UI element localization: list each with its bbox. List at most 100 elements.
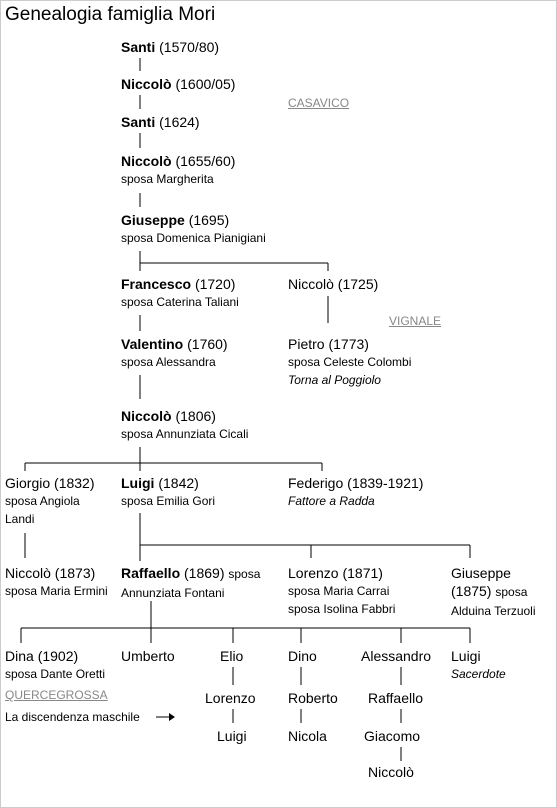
person-name: Giuseppe (121, 212, 185, 228)
person: Dino (288, 647, 317, 665)
person-name: Luigi (451, 648, 481, 664)
person-dates: (1760) (187, 336, 228, 352)
person-note: Torna al Poggiolo (288, 373, 381, 387)
person: Luigi (217, 727, 247, 745)
person-dates: (1570/80) (159, 39, 220, 55)
person-name: Niccolò (121, 153, 172, 169)
person: Dina (1902) sposa Dante Oretti (5, 647, 105, 683)
spouse: sposa Celeste Colombi (288, 355, 412, 369)
spouse: sposa Domenica Pianigiani (121, 231, 266, 245)
person: Niccolò (1725) (288, 275, 378, 293)
person: Lorenzo (1871) sposa Maria Carrai sposa Is… (288, 564, 395, 618)
person-name: Niccolò (121, 408, 172, 424)
person-dates: (1873) (54, 565, 96, 581)
link-quercegrossa[interactable]: QUERCEGROSSA (5, 688, 108, 702)
spouse: sposa Maria Carrai (288, 584, 390, 598)
person: Niccolò (1600/05) (121, 75, 235, 93)
person-name: Federigo (288, 475, 344, 491)
person-dates: (1902) (37, 648, 79, 664)
person: Luigi (1842) sposa Emilia Gori (121, 474, 215, 510)
person: Umberto (121, 647, 175, 665)
spouse: sposa Angiola Landi (5, 494, 80, 526)
person-name: Nicola (288, 728, 327, 744)
person: Alessandro (361, 647, 431, 665)
spouse: sposa Annunziata Fontani (121, 567, 261, 600)
spouse: sposa Annunziata Cicali (121, 427, 249, 441)
person: Raffaello (368, 689, 423, 707)
person-name: Valentino (121, 336, 184, 352)
person: Niccolò (1873) sposa Maria Ermini (5, 564, 110, 600)
person-name: Roberto (288, 690, 338, 706)
person-name: Dino (288, 648, 317, 664)
person-name: Niccolò (368, 764, 414, 780)
person: Raffaello (1869) sposa Annunziata Fontan… (121, 564, 283, 602)
person: Giacomo (364, 727, 420, 745)
person: Lorenzo (205, 689, 256, 707)
person-dates: (1871) (342, 565, 383, 581)
person-dates: (1806) (175, 408, 216, 424)
person-name: Giorgio (5, 475, 51, 491)
person-name: Umberto (121, 648, 175, 664)
spouse: sposa Maria Ermini (5, 584, 108, 598)
person-name: Giuseppe (451, 565, 511, 581)
person-name: Raffaello (121, 565, 181, 581)
person-dates: (1600/05) (175, 76, 236, 92)
person-name: Alessandro (361, 648, 432, 664)
person-dates: (1655/60) (175, 153, 236, 169)
person-dates: (1720) (194, 276, 236, 292)
person-name: Francesco (121, 276, 192, 292)
person-name: Elio (220, 648, 244, 664)
person: Roberto (288, 689, 338, 707)
person-name: Dina (5, 648, 34, 664)
person-name: Luigi (217, 728, 247, 744)
spouse: sposa Dante Oretti (5, 667, 106, 681)
spouse: sposa Alessandra (121, 355, 216, 369)
person: Luigi Sacerdote (451, 647, 506, 683)
person: Nicola (288, 727, 327, 745)
person-name: Lorenzo (205, 690, 256, 706)
person-dates: (1869) (184, 565, 225, 581)
person-name: Giacomo (364, 728, 421, 744)
spouse: sposa Alduina Terzuoli (451, 585, 536, 618)
person-dates: (1875) (451, 583, 492, 599)
person-dates: (1725) (337, 276, 379, 292)
person-name: Niccolò (288, 276, 334, 292)
person-dates: (1773) (328, 336, 369, 352)
person-dates: (1839-1921) (347, 475, 424, 491)
person-dates: (1624) (159, 114, 200, 130)
person: Francesco (1720) sposa Caterina Taliani (121, 275, 239, 311)
person-dates: (1832) (54, 475, 95, 491)
person: Federigo (1839-1921) Fattore a Radda (288, 474, 423, 510)
person-note: Fattore a Radda (288, 494, 375, 508)
link-casavico[interactable]: CASAVICO (288, 96, 350, 110)
person: Valentino (1760) sposa Alessandra (121, 335, 228, 371)
person-name: Santi (121, 114, 156, 130)
spouse: sposa Emilia Gori (121, 494, 216, 508)
person-name: Niccolò (121, 76, 172, 92)
person: Niccolò (1655/60) sposa Margherita (121, 152, 235, 188)
footer-note: La discendenza maschile (5, 710, 140, 724)
person: Giorgio (1832) sposa Angiola Landi (5, 474, 105, 528)
spouse: sposa Caterina Taliani (121, 295, 239, 309)
person: Giuseppe (1875) sposa Alduina Terzuoli (451, 564, 551, 620)
person: Pietro (1773) sposa Celeste Colombi Torna … (288, 335, 411, 389)
title: Genealogia famiglia Mori (5, 4, 216, 25)
person-name: Luigi (121, 475, 155, 491)
person-name: Santi (121, 39, 156, 55)
person-note: Sacerdote (451, 667, 506, 681)
person: Santi (1624) (121, 113, 200, 131)
spouse: sposa Isolina Fabbri (288, 602, 396, 616)
person: Niccolò (368, 763, 414, 781)
link-vignale[interactable]: VIGNALE (389, 314, 442, 328)
spouse: sposa Margherita (121, 172, 214, 186)
person-dates: (1695) (188, 212, 230, 228)
person: Niccolò (1806) sposa Annunziata Cicali (121, 407, 248, 443)
person-dates: (1842) (158, 475, 199, 491)
person: Santi (1570/80) (121, 38, 219, 56)
person: Giuseppe (1695) sposa Domenica Pianigiani (121, 211, 266, 247)
person-name: Pietro (288, 336, 325, 352)
person-name: Raffaello (368, 690, 424, 706)
person: Elio (220, 647, 243, 665)
